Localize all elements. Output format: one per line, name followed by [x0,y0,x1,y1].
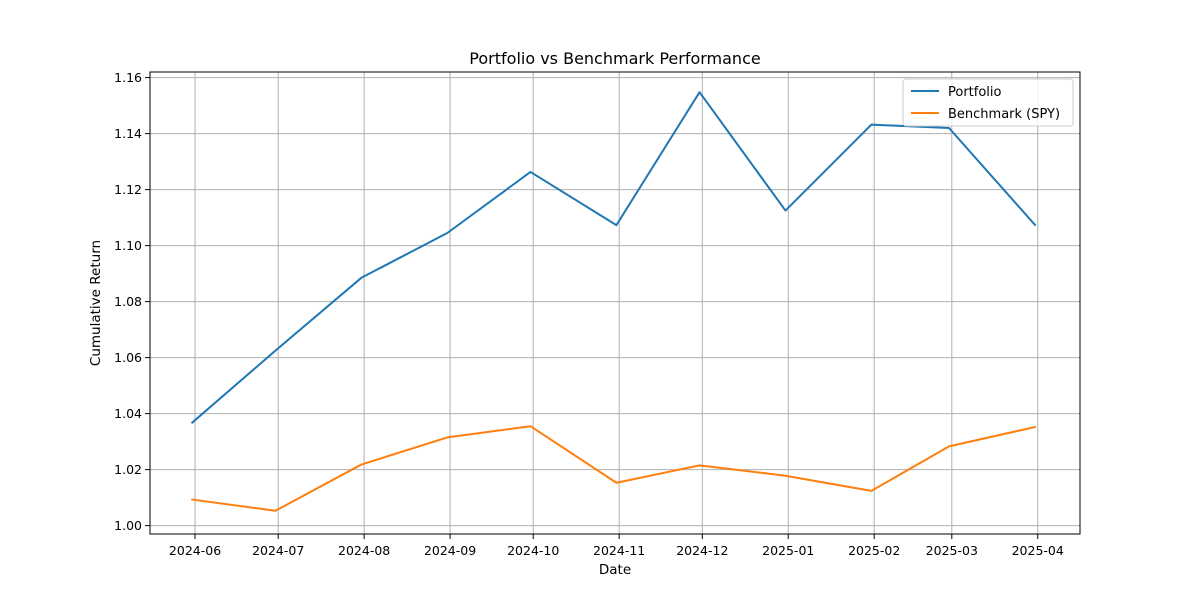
y-axis-title: Cumulative Return [88,240,104,366]
y-tick-label: 1.12 [114,182,142,197]
x-tick-label: 2024-11 [593,543,645,558]
grid-lines [150,72,1080,534]
series-line-portfolio [190,91,1037,424]
x-tick-label: 2024-09 [424,543,476,558]
x-tick-label: 2025-01 [762,543,814,558]
y-tick-label: 1.14 [114,126,142,141]
x-tick-label: 2025-03 [926,543,978,558]
x-axis-title: Date [599,562,631,578]
x-tick-label: 2025-04 [1012,543,1064,558]
y-tick-label: 1.10 [114,238,142,253]
x-tick-label: 2024-12 [676,543,728,558]
legend-box [902,78,1074,127]
plot-frame [149,71,1081,535]
x-tick-label: 2024-08 [338,543,390,558]
series-line-benchmark [191,425,1037,512]
y-tick-label: 1.16 [114,70,142,85]
y-tick-label: 1.08 [114,294,142,309]
x-tick-label: 2024-07 [252,543,304,558]
legend-label-portfolio: Portfolio [948,85,1002,100]
y-tick-label: 1.02 [114,462,142,477]
y-tick-label: 1.00 [114,518,142,533]
y-axis: 1.00 1.02 1.04 1.06 1.08 1.10 1.12 1.14 1.16 [114,70,150,533]
series-lines [190,91,1037,512]
legend-label-benchmark: Benchmark (SPY) [948,107,1060,122]
chart-title: Portfolio vs Benchmark Performance [469,49,760,68]
x-tick-label: 2025-02 [848,543,900,558]
x-axis: 2024-06 2024-07 2024-08 2024-09 2024-10 2024-… [169,534,1064,558]
y-tick-label: 1.04 [114,406,142,421]
legend: Portfolio Benchmark (SPY) [902,78,1074,127]
y-tick-label: 1.06 [114,350,142,365]
x-tick-label: 2024-06 [169,543,221,558]
x-tick-label: 2024-10 [507,543,559,558]
